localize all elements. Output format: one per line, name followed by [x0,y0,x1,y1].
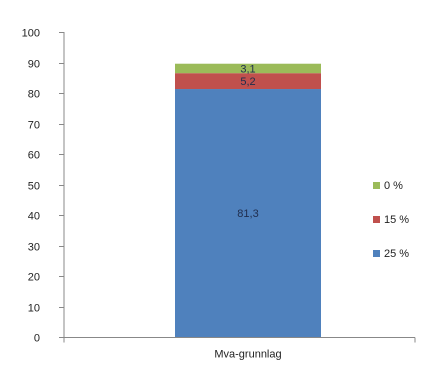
y-tick-label: 20 [28,272,40,284]
legend-swatch [373,250,380,257]
y-tick-label: 30 [28,242,40,254]
bar-segment [175,63,321,74]
x-tick-label: Mva-grunnlag [214,349,281,361]
y-tick-label: 100 [22,28,40,40]
y-tick-label: 0 [34,333,40,345]
legend-swatch [373,182,380,189]
y-tick-label: 90 [28,59,40,71]
y-tick-label: 10 [28,303,40,315]
data-label: 5,2 [240,76,255,88]
y-tick-label: 50 [28,181,40,193]
y-tick-label: 60 [28,150,40,162]
legend-label: 15 % [384,214,409,226]
legend-label: 0 % [384,180,403,192]
data-labels: 81,3 5,23,1 [237,63,258,220]
y-axis: 0 10 20 30 40 50 60 70 80 90 100 [22,28,65,345]
data-label: 3,1 [240,63,255,75]
legend-label: 25 % [384,248,409,260]
bars [175,63,321,337]
y-tick-label: 80 [28,89,40,101]
y-tick-label: 70 [28,120,40,132]
y-tick-label: 40 [28,211,40,223]
bar-segment [175,89,321,337]
legend-swatch [373,216,380,223]
x-axis: Mva-grunnlag [63,337,416,361]
legend: 0 % 15 % 25 % [373,180,409,260]
bar-segment [175,73,321,90]
data-label: 81,3 [237,208,258,220]
